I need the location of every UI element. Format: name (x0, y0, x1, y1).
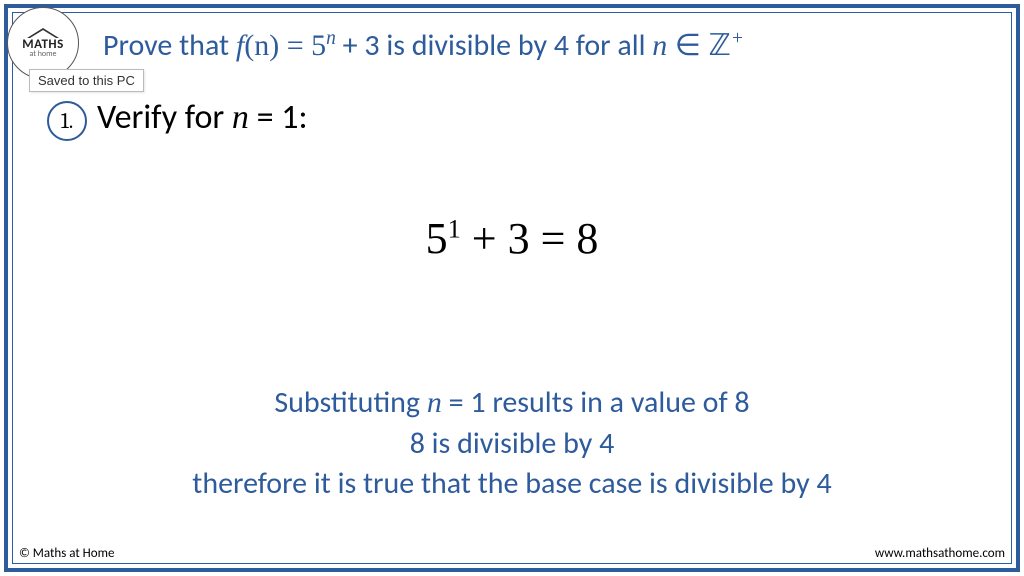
title-setexp: + (731, 28, 744, 49)
eq-exp: 1 (448, 213, 461, 243)
inner-border: MATHS at home Saved to this PC Prove tha… (12, 12, 1012, 564)
title-fn: f (236, 29, 244, 62)
main-equation: 51 + 3 = 8 (13, 213, 1011, 264)
explain-line1: Substituting n = 1 results in a value of… (13, 383, 1011, 424)
explanation-block: Substituting n = 1 results in a value of… (13, 383, 1011, 505)
eq-rest: + 3 = 8 (461, 214, 599, 263)
step-eq: = 1: (249, 97, 308, 138)
eq-base: 5 (426, 214, 448, 263)
save-tooltip: Saved to this PC (29, 69, 144, 92)
tooltip-text: Saved to this PC (38, 73, 135, 88)
step-number-badge: 1. (47, 101, 87, 141)
footer-copyright: © Maths at Home (19, 546, 114, 561)
title-set: ℤ (708, 29, 730, 62)
explain-line3: therefore it is true that the base case … (13, 464, 1011, 505)
title-fnarg: (n) = 5 (244, 29, 326, 62)
explain-l1var: n (427, 386, 442, 419)
outer-border: MATHS at home Saved to this PC Prove tha… (4, 4, 1020, 572)
step-heading: Verify for n = 1: (97, 97, 308, 138)
logo-text-line2: at home (29, 50, 56, 58)
footer-url: www.mathsathome.com (875, 546, 1005, 561)
title-prefix: Prove that (103, 27, 236, 64)
slide-title: Prove that f(n) = 5n + 3 is divisible by… (103, 27, 991, 64)
title-var: n (652, 29, 667, 62)
title-exp: n (326, 28, 336, 49)
title-in: ∈ (667, 29, 708, 62)
explain-l1b: = 1 results in a value of 8 (442, 384, 750, 421)
explain-l1a: Substituting (274, 384, 426, 421)
step-var: n (232, 99, 249, 136)
explain-line2: 8 is divisible by 4 (13, 424, 1011, 465)
step-label-prefix: Verify for (97, 97, 232, 138)
step-number: 1. (61, 108, 74, 134)
title-mid: + 3 is divisible by 4 for all (336, 27, 652, 64)
